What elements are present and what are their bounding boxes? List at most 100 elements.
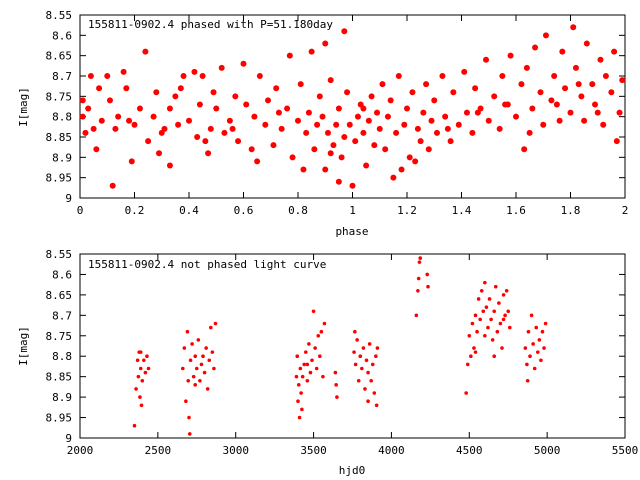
unphased-xtick-label: 5500 — [612, 444, 639, 457]
phased-data-point — [229, 125, 236, 132]
phased-data-point — [393, 129, 400, 136]
unphased-data-point — [528, 354, 532, 359]
phased-data-point — [322, 166, 329, 173]
unphased-data-point — [531, 342, 535, 346]
unphased-data-point — [204, 346, 208, 350]
unphased-data-point — [355, 338, 359, 342]
phased-data-point — [327, 77, 334, 84]
phased-data-point — [93, 146, 100, 153]
unphased-data-point — [353, 329, 357, 334]
phased-data-point — [420, 109, 427, 116]
phased-xtick-label: 0.4 — [179, 204, 199, 217]
unphased-data-point — [493, 284, 498, 289]
phased-data-point — [444, 125, 451, 132]
unphased-data-point — [143, 370, 148, 375]
phased-data-point — [248, 146, 255, 153]
unphased-data-point — [307, 342, 311, 346]
unphased-data-point — [543, 321, 548, 326]
unphased-data-point — [361, 346, 366, 350]
phased-ytick-label: 8.9 — [52, 151, 72, 164]
phased-data-point — [87, 73, 94, 79]
phased-data-point — [262, 121, 269, 128]
unphased-data-point — [425, 272, 430, 277]
unphased-data-point — [202, 370, 207, 375]
unphased-data-point — [495, 329, 500, 334]
unphased-xtick-label: 2000 — [67, 444, 94, 457]
phased-ytick-label: 9 — [65, 192, 72, 205]
unphased-data-point — [140, 378, 145, 383]
phased-data-point — [556, 117, 563, 124]
phased-data-point — [221, 129, 228, 136]
unphased-data-point — [196, 338, 201, 342]
phased-data-point — [314, 121, 321, 128]
unphased-data-point — [369, 378, 373, 383]
phased-data-point — [335, 105, 342, 112]
phased-ytick-label: 8.6 — [52, 29, 72, 42]
phased-data-point — [82, 129, 89, 136]
unphased-ytick-label: 8.85 — [46, 371, 73, 384]
phased-data-point — [330, 142, 337, 149]
phased-data-point — [85, 105, 92, 112]
phased-data-point — [338, 154, 345, 161]
unphased-data-point — [366, 399, 370, 404]
phased-data-point — [463, 109, 470, 116]
phased-data-point — [529, 105, 536, 112]
unphased-ytick-label: 9 — [65, 432, 72, 445]
unphased-ytick-label: 8.65 — [46, 289, 73, 302]
phased-plot-title: 155811-0902.4 phased with P=51.180day — [88, 18, 333, 31]
phased-data-point — [109, 182, 116, 189]
phased-data-point — [390, 174, 397, 181]
phased-data-point — [469, 129, 476, 136]
unphased-data-point — [299, 391, 303, 395]
phased-data-point — [548, 97, 555, 104]
unphased-data-point — [132, 423, 137, 428]
phased-ytick-label: 8.7 — [52, 70, 72, 83]
phased-data-point — [371, 142, 378, 149]
unphased-data-point — [321, 374, 325, 379]
phased-data-point — [297, 81, 304, 88]
phased-ytick-label: 8.95 — [46, 172, 73, 185]
phased-xtick-label: 1 — [349, 204, 356, 217]
unphased-data-point — [184, 399, 188, 404]
phased-xtick-label: 2 — [622, 204, 629, 217]
phased-data-point — [589, 81, 596, 88]
phased-data-point — [562, 85, 569, 92]
unphased-data-point — [358, 354, 363, 359]
unphased-plot-ylabel: I[mag] — [17, 326, 30, 366]
phased-ytick-label: 8.85 — [46, 131, 73, 144]
phased-data-point — [161, 125, 168, 132]
phased-data-point — [532, 44, 539, 51]
phased-data-point — [186, 117, 192, 124]
unphased-data-point — [182, 346, 187, 350]
phased-data-point — [485, 117, 492, 124]
phased-data-point — [523, 64, 530, 71]
unphased-data-point — [525, 378, 530, 383]
phased-data-point — [232, 93, 239, 100]
unphased-data-point — [523, 346, 528, 350]
unphased-data-point — [297, 415, 302, 420]
phased-data-point — [308, 48, 315, 55]
phased-data-point — [425, 146, 432, 153]
unphased-ytick-label: 8.6 — [52, 268, 72, 281]
unphased-ytick-label: 8.75 — [46, 330, 73, 343]
unphased-data-point — [142, 358, 146, 363]
phased-data-point — [384, 113, 391, 120]
unphased-data-point — [314, 366, 319, 371]
unphased-data-point — [302, 362, 307, 367]
unphased-data-point — [305, 378, 310, 383]
phased-data-point — [398, 166, 405, 173]
phased-data-point — [447, 138, 454, 145]
phased-data-point — [322, 40, 329, 47]
unphased-data-point — [473, 350, 478, 354]
phased-data-point — [199, 73, 206, 79]
phased-data-point — [126, 117, 133, 124]
phased-data-point — [360, 105, 367, 112]
unphased-data-point — [198, 378, 202, 383]
unphased-data-point — [201, 354, 205, 359]
unphased-data-point — [316, 333, 321, 338]
unphased-data-point — [335, 395, 339, 399]
phased-data-point — [166, 105, 173, 112]
unphased-data-point — [372, 391, 377, 395]
unphased-data-point — [467, 333, 472, 338]
